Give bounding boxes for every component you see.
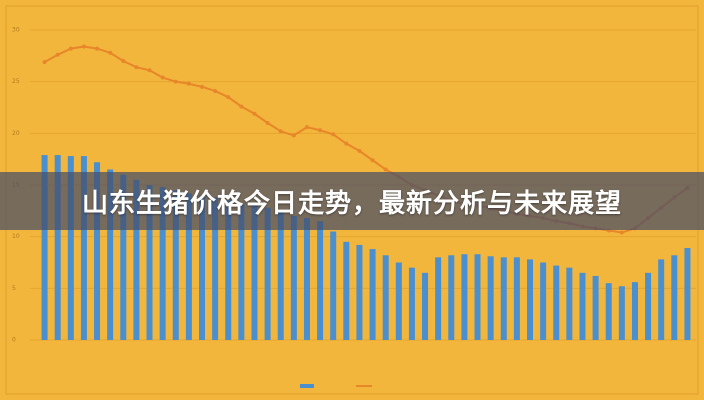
bar (330, 231, 337, 340)
bar (67, 156, 74, 340)
line-marker (370, 158, 375, 163)
bar (133, 179, 140, 340)
bar (54, 155, 61, 340)
line-marker (278, 129, 283, 134)
line-marker (186, 81, 191, 86)
line-marker (160, 75, 165, 80)
bar (343, 241, 350, 340)
line-marker (265, 121, 270, 125)
line-marker (239, 104, 244, 109)
line-marker (357, 148, 362, 153)
bar (579, 272, 586, 340)
bar (225, 200, 232, 340)
bar (185, 193, 192, 340)
bar (264, 207, 271, 340)
line-marker (173, 79, 178, 84)
bar (592, 275, 599, 340)
bar (212, 197, 219, 340)
y-tick-label: 25 (12, 78, 20, 85)
bar (435, 257, 442, 340)
y-tick-label: 0 (12, 337, 16, 344)
line-marker (147, 68, 152, 73)
bar (422, 272, 429, 340)
line-marker (108, 50, 113, 55)
y-tick-label: 30 (12, 27, 20, 34)
bar (251, 205, 258, 340)
line-marker (95, 46, 100, 51)
bar (566, 267, 573, 340)
bar (94, 162, 101, 340)
bar (199, 195, 205, 340)
line-marker (252, 111, 257, 116)
bar (684, 248, 691, 340)
bar (448, 255, 455, 340)
line-marker (344, 141, 349, 146)
bar (277, 210, 284, 340)
bar (395, 262, 402, 340)
line-marker (134, 65, 139, 70)
line-marker (291, 133, 296, 138)
line-marker (200, 84, 204, 89)
bar (540, 262, 547, 340)
line-marker (42, 60, 47, 65)
line-marker (318, 128, 323, 133)
bar (356, 244, 363, 340)
bar (80, 156, 87, 340)
line-marker (619, 230, 624, 235)
bar (238, 203, 245, 340)
bar (172, 190, 179, 340)
bar (631, 282, 638, 340)
bar (159, 187, 166, 340)
line-marker (226, 95, 231, 100)
line-marker (383, 167, 388, 172)
line-marker (121, 59, 126, 63)
bar (120, 174, 127, 340)
bar (605, 283, 612, 340)
bar (317, 221, 324, 340)
line-marker (81, 44, 86, 49)
banner: 山东生猪价格今日走势，最新分析与未来展望 (0, 172, 704, 230)
bar (146, 185, 153, 340)
bar (671, 255, 678, 340)
bar (461, 254, 468, 340)
bar (513, 257, 520, 340)
bar (553, 265, 560, 340)
bar (487, 256, 494, 340)
bar (303, 218, 310, 340)
line-marker (331, 132, 336, 137)
bar (500, 257, 507, 340)
bar (645, 272, 652, 340)
y-tick-label: 20 (12, 130, 20, 137)
bar (290, 216, 297, 340)
y-tick-label: 5 (12, 285, 16, 292)
bar (618, 286, 625, 340)
bar (107, 169, 114, 340)
banner-title: 山东生猪价格今日走势，最新分析与未来展望 (81, 188, 622, 219)
bar (382, 255, 389, 340)
bar (408, 267, 415, 340)
bar (658, 259, 665, 340)
y-tick-label: 10 (12, 233, 20, 240)
line-marker (304, 125, 309, 130)
bar (527, 259, 533, 340)
bar (369, 249, 376, 340)
bar (474, 254, 481, 340)
bar (41, 155, 48, 340)
line-marker (213, 88, 218, 93)
legend-swatch (300, 384, 314, 388)
line-marker (68, 46, 73, 51)
line-marker (55, 52, 60, 57)
